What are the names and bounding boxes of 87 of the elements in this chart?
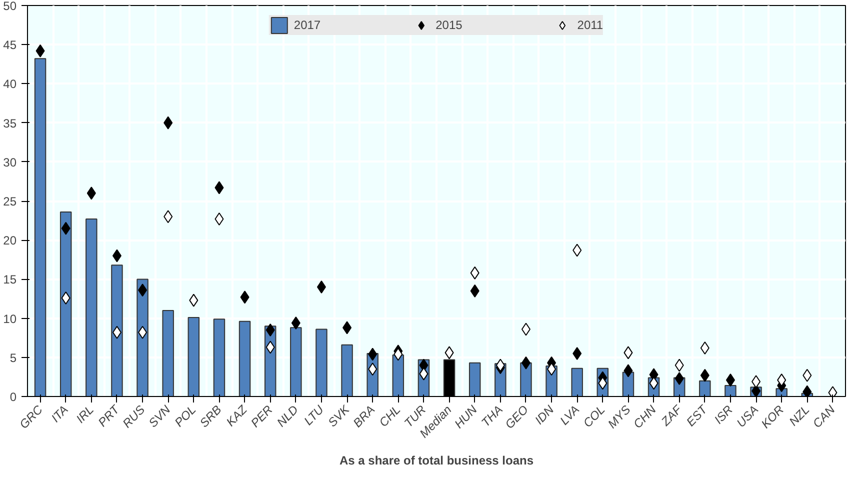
point [61,291,70,304]
point [521,322,530,336]
bar [392,354,404,396]
point [266,340,275,354]
y-tick-label: 30 [3,155,17,170]
x-tick-label: CHL [376,402,404,430]
bar [341,344,353,396]
y-tick-label: 10 [3,312,17,326]
legend-label: 2017 [294,18,321,32]
point [164,210,173,224]
bar [290,327,302,396]
x-tick-label: ISR [712,402,736,427]
point [624,364,633,378]
bar [162,310,174,396]
x-tick-label: POL [172,402,199,430]
point [470,266,480,280]
point [598,376,608,390]
point [316,280,326,294]
bar [213,318,226,396]
point [470,284,480,298]
y-tick-label: 15 [3,272,17,287]
point [802,385,812,396]
point [649,376,658,390]
point [572,346,582,360]
point [112,326,122,339]
y-tick-label: 20 [3,234,17,248]
bar [571,368,583,396]
bar [724,385,736,396]
point [726,374,735,387]
point [189,294,198,307]
bar [520,362,532,396]
point [368,362,378,376]
y-tick-label: 40 [3,77,17,92]
point [138,284,148,297]
point [368,348,378,361]
point [752,375,761,388]
point [164,116,173,130]
point [547,362,556,376]
x-tick-label: IRL [73,402,96,426]
point [444,346,454,360]
point [624,346,633,360]
x-tick-label: NZL [786,402,812,429]
bar [136,278,148,396]
x-tick-label: ITA [48,402,71,426]
point [61,222,70,235]
point [700,342,710,355]
x-axis-title: As a share of total business loans [339,453,534,468]
x-tick-label: COL [580,402,608,430]
bar [86,218,98,396]
point [521,356,530,370]
y-tick-label: 0 [10,390,17,404]
point [138,326,148,339]
bar [60,211,72,396]
point [496,358,505,372]
point [394,348,403,361]
y-tick-label: 25 [3,194,17,208]
y-tick-label: 35 [3,116,17,130]
y-tick-label: 50 [3,0,17,13]
point [777,374,786,387]
bar [188,317,200,396]
bar [238,320,251,396]
point [240,290,250,304]
x-tick-label: THA [478,402,506,430]
point [36,44,45,58]
point [266,324,275,337]
point [86,186,96,200]
y-tick-label: 5 [10,350,17,365]
x-tick-label: LVA [557,402,582,428]
legend-label: 2015 [436,18,462,32]
point [674,358,684,372]
bar [316,328,328,396]
point [674,372,684,386]
bar [34,58,46,396]
point [214,181,224,194]
point [700,368,710,382]
point [802,368,812,382]
point [112,249,122,262]
bar [699,380,711,396]
point [214,212,224,226]
point [291,316,300,330]
bar [111,264,123,396]
point [342,321,352,334]
y-tick-label: 45 [3,38,17,52]
bar [468,362,481,396]
legend-label: 2011 [577,18,604,32]
point [572,244,582,257]
point [419,367,428,380]
